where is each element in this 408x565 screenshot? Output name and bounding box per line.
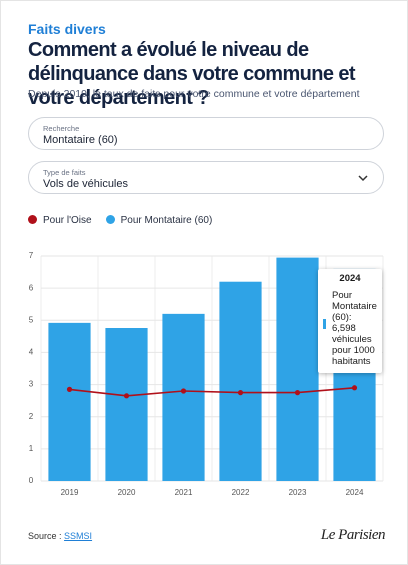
filter-value: Vols de véhicules: [43, 178, 128, 190]
legend-item[interactable]: Pour l'Oise: [28, 215, 92, 226]
x-tick-label: 2023: [289, 488, 307, 497]
line-point: [294, 390, 301, 396]
tooltip-title: 2024: [339, 273, 361, 284]
y-tick-label: 4: [29, 348, 34, 357]
y-tick-label: 7: [29, 251, 34, 260]
line-point: [237, 390, 244, 396]
x-tick-label: 2022: [232, 488, 250, 497]
x-tick-label: 2021: [175, 488, 193, 497]
y-tick-label: 2: [29, 412, 34, 421]
rubric: Faits divers: [28, 21, 106, 37]
bar: [48, 322, 91, 481]
line: [69, 386, 355, 397]
logo: Le Parisien: [320, 527, 386, 543]
y-tick-label: 0: [29, 476, 34, 485]
y-tick-label: 5: [29, 315, 34, 324]
legend: Pour l'Oise Pour Montataire (60): [28, 215, 212, 226]
tooltip-swatch: [323, 319, 326, 329]
search-value: Montataire (60): [43, 134, 118, 146]
bar: [219, 281, 262, 481]
bar: [105, 328, 148, 481]
bar: [162, 313, 205, 481]
tooltip: 2024 Pour Montataire (60): 6,598 véhicul…: [318, 269, 382, 373]
filter-label: Type de faits: [43, 168, 86, 177]
y-tick-label: 6: [29, 283, 34, 292]
filter-select[interactable]: Type de faits Vols de véhicules: [28, 161, 384, 194]
legend-swatch: [28, 215, 37, 224]
y-tick-label: 3: [29, 380, 34, 389]
source-link[interactable]: SSMSI: [64, 531, 93, 541]
bar: [276, 257, 319, 481]
x-tick-label: 2020: [118, 488, 136, 497]
legend-label: Pour l'Oise: [43, 215, 92, 226]
line-point: [180, 388, 187, 394]
chevron: [358, 175, 368, 182]
x-tick-label: 2024: [346, 488, 364, 497]
y-tick-label: 1: [29, 444, 34, 453]
legend-label: Pour Montataire (60): [120, 215, 213, 226]
legend-swatch: [105, 215, 115, 224]
x-tick-label: 2019: [61, 488, 79, 497]
subtitle: Depuis 2019, le taux de faits pour votre…: [28, 88, 360, 100]
line-point: [123, 393, 130, 399]
search-field[interactable]: Recherche Montataire (60): [28, 117, 384, 150]
line-point: [66, 386, 73, 392]
legend-item[interactable]: Pour Montataire (60): [105, 215, 213, 226]
source: Source : SSMSI: [28, 531, 92, 541]
search-label: Recherche: [43, 124, 80, 133]
line-point: [351, 385, 358, 391]
title: Comment a évolué le niveau de délinquanc…: [28, 39, 356, 109]
source-label: Source :: [28, 531, 62, 541]
tooltip-text: Pour Montataire (60): 6,598 véhicules po…: [332, 290, 377, 367]
